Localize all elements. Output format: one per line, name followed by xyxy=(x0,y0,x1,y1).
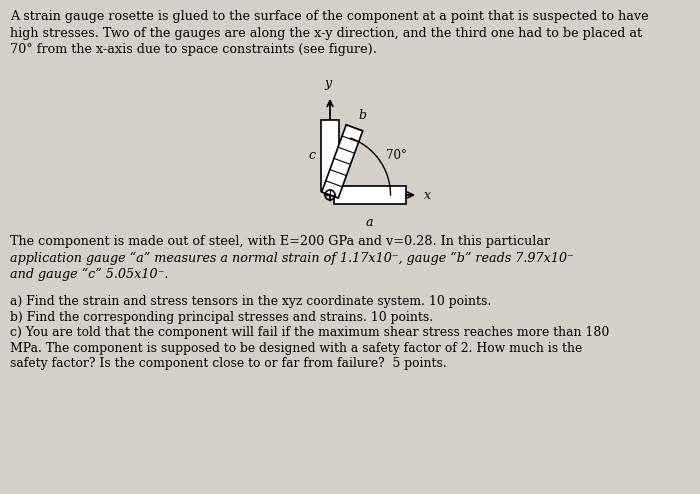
Text: 70°: 70° xyxy=(386,149,407,162)
Text: safety factor? Is the component close to or far from failure?  5 points.: safety factor? Is the component close to… xyxy=(10,357,447,370)
Text: application gauge “a” measures a normal strain of 1.17x10⁻, gauge “b” reads 7.97: application gauge “a” measures a normal … xyxy=(10,251,574,265)
Text: 70° from the x-axis due to space constraints (see figure).: 70° from the x-axis due to space constra… xyxy=(10,43,377,56)
Text: high stresses. Two of the gauges are along the x-y direction, and the third one : high stresses. Two of the gauges are alo… xyxy=(10,27,642,40)
Bar xyxy=(321,120,339,191)
Text: y: y xyxy=(324,78,332,90)
Text: x: x xyxy=(424,189,430,202)
Text: b) Find the corresponding principal stresses and strains. 10 points.: b) Find the corresponding principal stre… xyxy=(10,311,433,324)
Text: A strain gauge rosette is glued to the surface of the component at a point that : A strain gauge rosette is glued to the s… xyxy=(10,10,649,23)
Text: b: b xyxy=(358,109,367,122)
Text: The component is made out of steel, with E=200 GPa and v=0.28. In this particula: The component is made out of steel, with… xyxy=(10,235,550,248)
Text: a: a xyxy=(366,216,374,229)
Bar xyxy=(322,125,363,198)
Text: c: c xyxy=(308,149,315,162)
Text: and gauge “c” 5.05x10⁻.: and gauge “c” 5.05x10⁻. xyxy=(10,268,169,281)
Text: a) Find the strain and stress tensors in the xyz coordinate system. 10 points.: a) Find the strain and stress tensors in… xyxy=(10,295,491,308)
Bar xyxy=(334,186,405,204)
Text: MPa. The component is supposed to be designed with a safety factor of 2. How muc: MPa. The component is supposed to be des… xyxy=(10,341,582,355)
Text: c) You are told that the component will fail if the maximum shear stress reaches: c) You are told that the component will … xyxy=(10,326,610,339)
